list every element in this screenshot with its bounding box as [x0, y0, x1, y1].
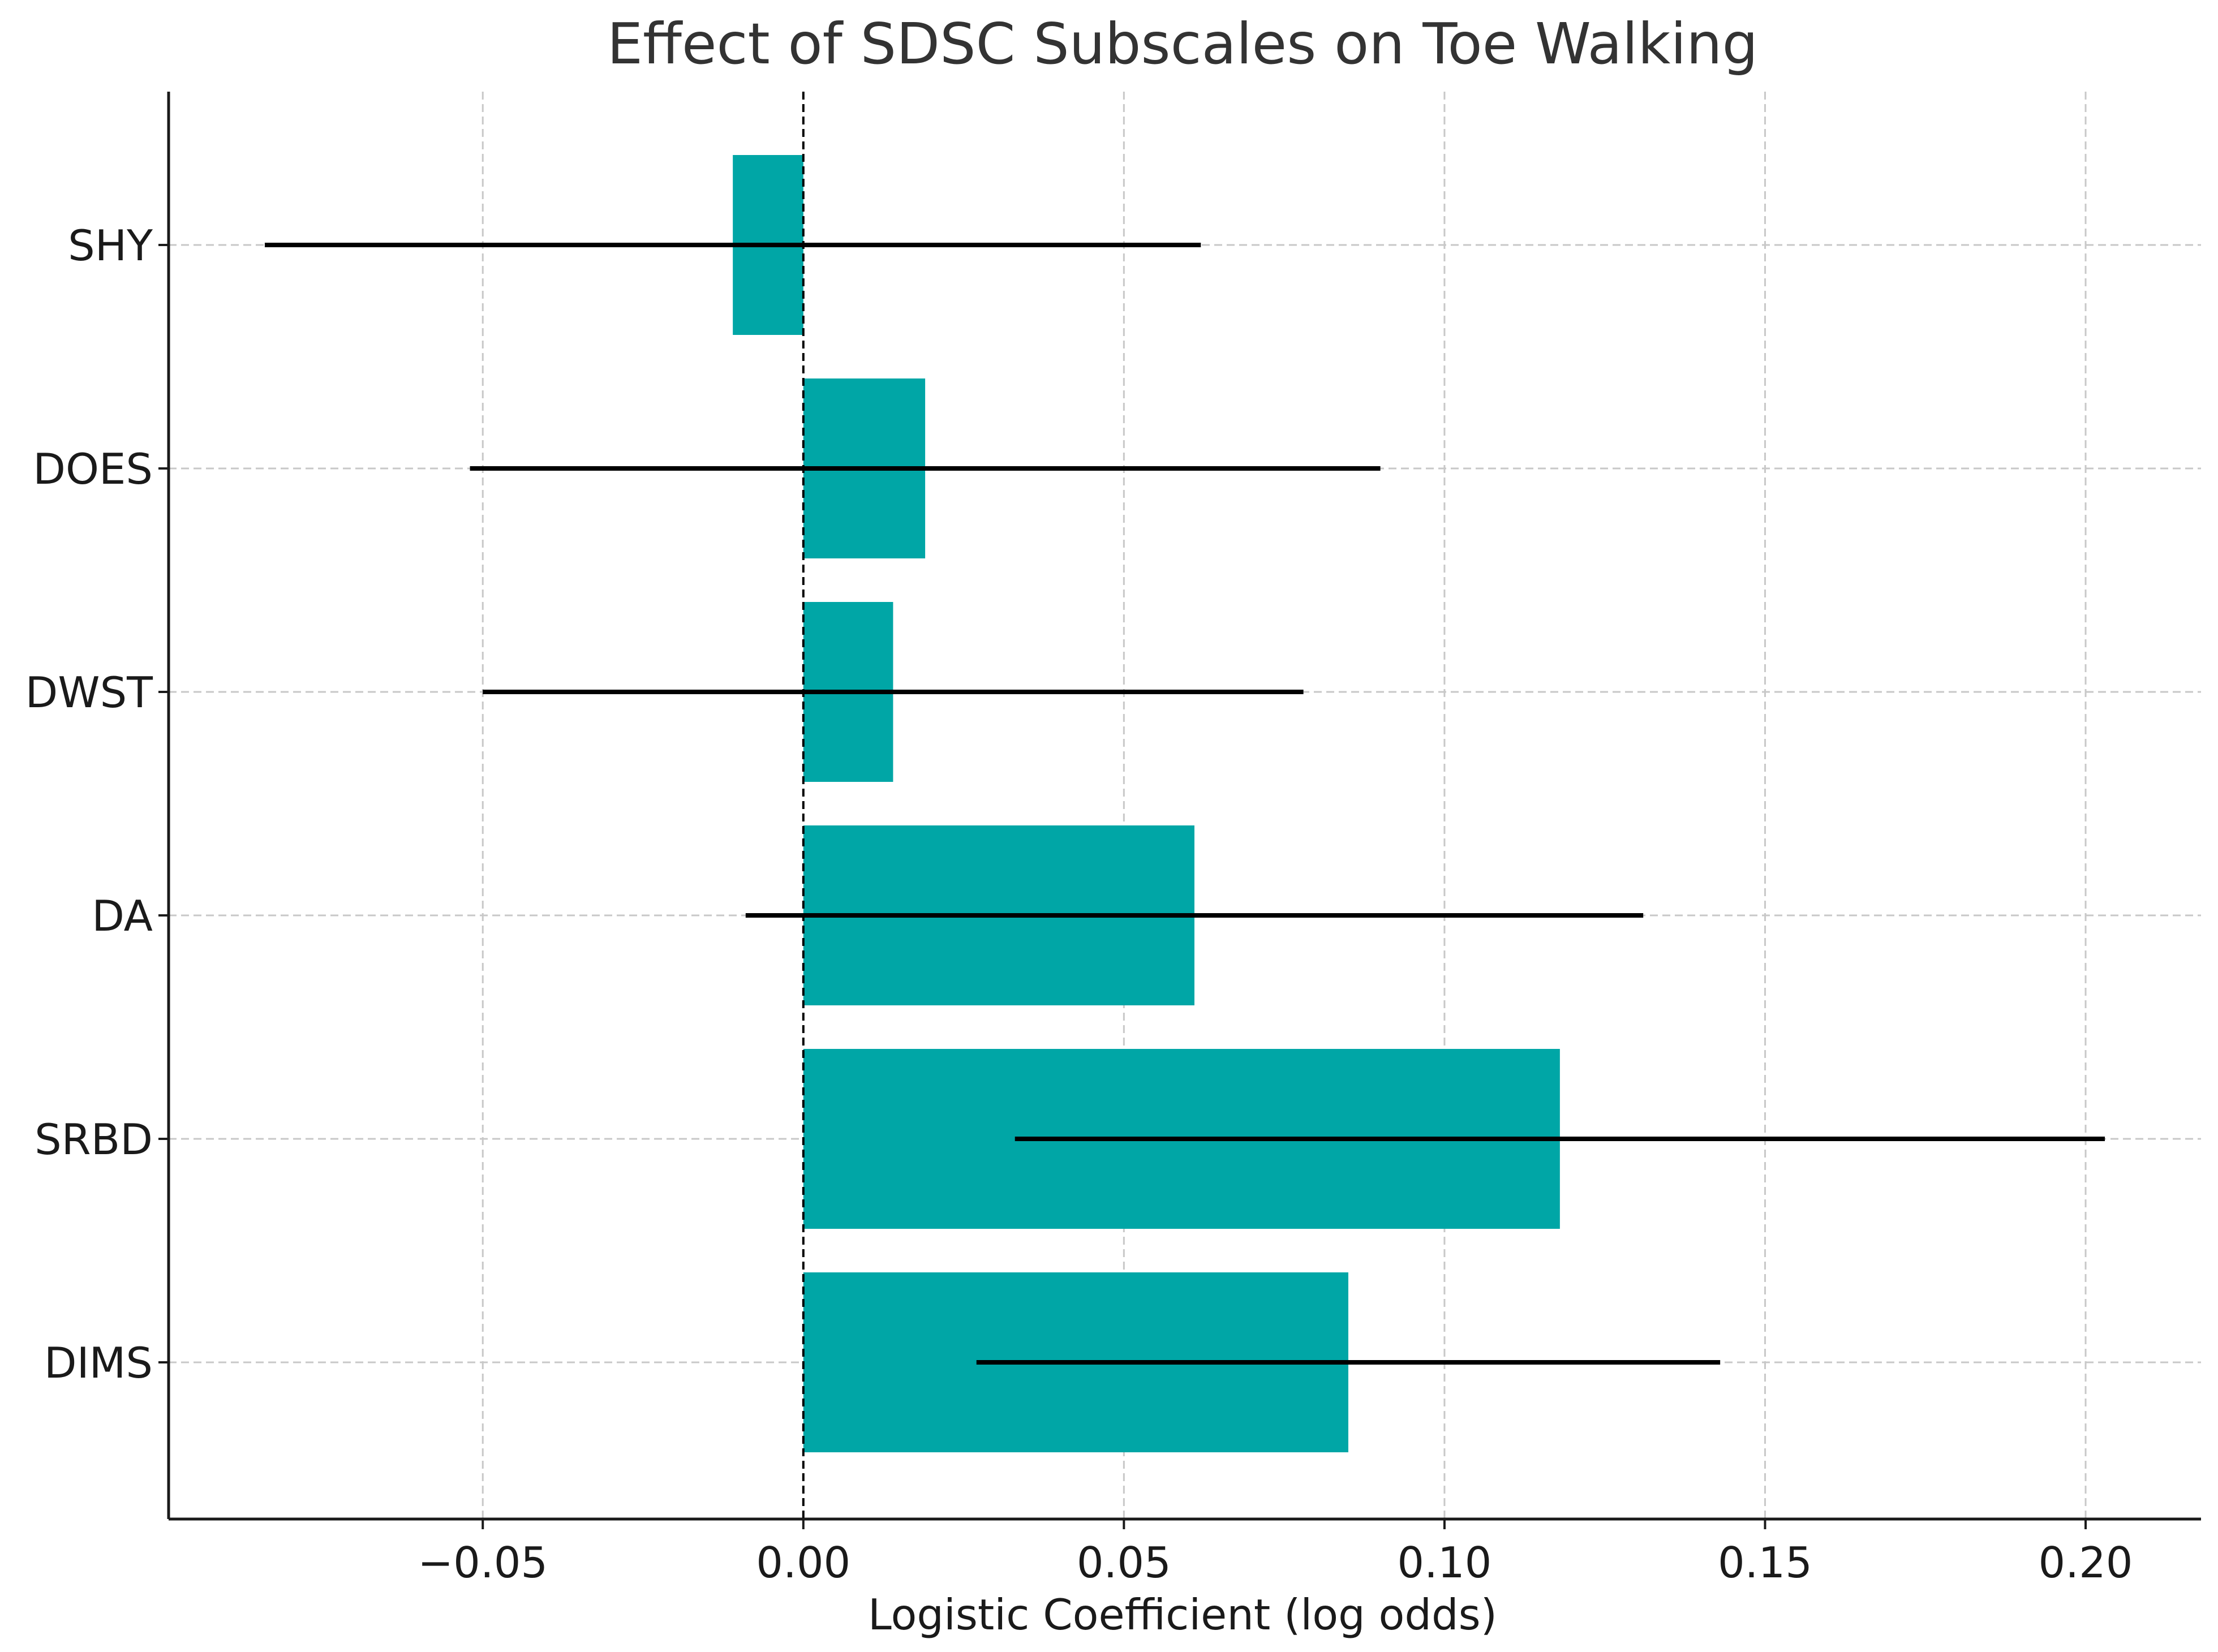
x-tick-label: 0.15 [1718, 1538, 1812, 1588]
x-tick-label: 0.20 [2039, 1538, 2133, 1588]
x-tick-label: −0.05 [418, 1538, 548, 1588]
y-tick-label: DWST [25, 668, 154, 717]
x-ticks: −0.05 0.00 0.05 0.10 0.15 0.20 [418, 1519, 2133, 1588]
axes [167, 92, 2201, 1521]
y-tick-label: DA [92, 891, 153, 941]
x-tick-label: 0.05 [1077, 1538, 1171, 1588]
chart-title: Effect of SDSC Subscales on Toe Walking [607, 11, 1758, 77]
x-tick-label: 0.00 [756, 1538, 850, 1588]
error-bars [264, 243, 2105, 1365]
y-tick-label: SRBD [35, 1115, 153, 1164]
x-axis-label: Logistic Coefficient (log odds) [868, 1590, 1497, 1640]
y-ticks: DIMS SRBD DA DWST DOES SHY [25, 221, 169, 1388]
y-tick-label: DIMS [44, 1338, 153, 1388]
y-tick-label: SHY [68, 221, 153, 270]
y-tick-label: DOES [33, 444, 153, 494]
x-tick-label: 0.10 [1397, 1538, 1491, 1588]
bars [733, 155, 1560, 1452]
